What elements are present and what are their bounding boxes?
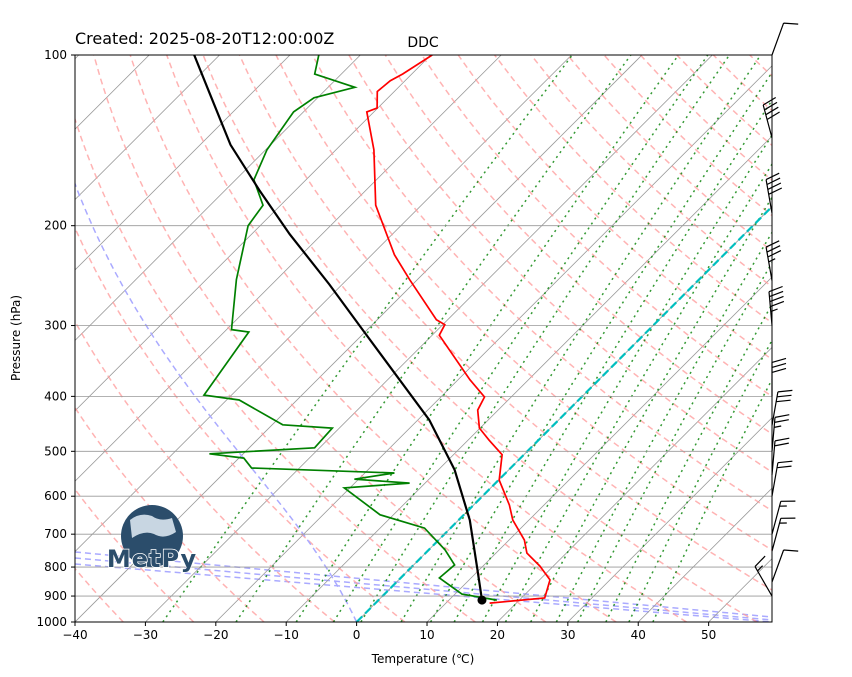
mixing-ratio-line <box>504 162 772 622</box>
dry-adiabat <box>238 55 772 591</box>
dry-adiabat <box>421 55 772 398</box>
dry-adiabat <box>75 320 335 622</box>
wind-barb <box>771 389 793 426</box>
barb-staff <box>771 437 790 475</box>
barb-staff <box>771 500 796 535</box>
x-tick-label: 50 <box>701 628 716 642</box>
isotherm <box>215 65 772 622</box>
dry-adiabat <box>75 567 124 622</box>
dry-adiabat <box>93 55 547 622</box>
profile-line <box>193 55 484 601</box>
y-tick-label: 300 <box>44 319 67 333</box>
profile-line <box>365 55 551 604</box>
wind-barb <box>771 414 790 452</box>
wind-barb <box>765 240 782 281</box>
mixing-ratio-line <box>481 133 772 622</box>
x-tick-label: −40 <box>62 628 87 642</box>
dry-adiabat <box>129 55 617 622</box>
mixing-ratio-line <box>295 55 680 622</box>
barb-staff <box>771 549 799 583</box>
y-tick-label: 100 <box>44 48 67 62</box>
wind-barb <box>771 437 790 475</box>
isotherm <box>75 55 432 412</box>
wind-barb <box>771 549 799 583</box>
y-tick-label: 900 <box>44 589 67 603</box>
barb-staff <box>771 460 793 497</box>
wind-barb <box>771 357 787 397</box>
y-tick-label: 1000 <box>36 615 67 629</box>
x-tick-label: 10 <box>419 628 434 642</box>
wind-barb <box>771 22 799 56</box>
x-tick-label: 40 <box>631 628 646 642</box>
y-tick-label: 600 <box>44 489 67 503</box>
dry-adiabat <box>75 406 265 622</box>
x-tick-label: 30 <box>560 628 575 642</box>
y-axis-label: Pressure (hPa) <box>9 295 23 381</box>
x-tick-label: −20 <box>203 628 228 642</box>
isotherm <box>75 55 291 271</box>
wind-barb <box>768 285 785 326</box>
wind-barb <box>771 460 793 497</box>
wind-barb <box>771 500 796 535</box>
barb-staff <box>754 555 773 597</box>
y-tick-label: 500 <box>44 444 67 458</box>
barb-staff <box>771 517 796 552</box>
y-tick-label: 400 <box>44 389 67 403</box>
mixing-ratio-line <box>162 55 573 622</box>
barb-staff <box>765 172 783 214</box>
isotherm <box>497 346 772 622</box>
mixing-ratio-line <box>453 98 772 622</box>
created-label: Created: 2025-08-20T12:00:00Z <box>75 29 334 48</box>
dry-adiabat <box>75 226 406 622</box>
isotherm <box>75 55 361 341</box>
x-tick-label: 0 <box>353 628 361 642</box>
logo-text: MetPy <box>107 545 197 573</box>
moist-adiabat <box>75 181 358 622</box>
x-tick-label: 20 <box>490 628 505 642</box>
dry-adiabat <box>75 116 476 622</box>
x-tick-label: −30 <box>133 628 158 642</box>
dry-adiabat <box>457 55 772 361</box>
wind-barb <box>762 96 780 139</box>
isotherm <box>567 417 772 622</box>
mixing-ratio-line <box>530 195 772 622</box>
profile-line <box>202 55 497 601</box>
zero-isotherm <box>355 205 772 622</box>
moist-adiabat <box>75 557 772 621</box>
wind-barb <box>754 555 773 597</box>
barb-staff <box>771 22 799 56</box>
parcel-point <box>477 595 487 605</box>
x-tick-label: −10 <box>274 628 299 642</box>
y-tick-label: 700 <box>44 527 67 541</box>
y-tick-label: 800 <box>44 560 67 574</box>
dry-adiabat <box>165 55 687 622</box>
logo: MetPy <box>106 505 197 574</box>
isotherm <box>426 276 772 622</box>
isotherm <box>637 487 772 622</box>
wind-barb <box>771 517 796 552</box>
dry-adiabat <box>311 55 772 512</box>
chart-title: DDC <box>407 35 439 51</box>
barb-staff <box>771 389 793 426</box>
barb-staff <box>765 240 782 281</box>
barb-staff <box>768 285 785 326</box>
wind-barb <box>765 172 783 214</box>
plot-frame <box>74 54 773 623</box>
barb-staff <box>771 414 790 452</box>
mixing-ratio-line <box>652 377 772 622</box>
moist-adiabat <box>75 563 772 622</box>
isotherm <box>75 55 502 482</box>
dry-adiabat <box>275 55 772 551</box>
dry-adiabat <box>530 55 772 288</box>
logo-land <box>130 514 176 538</box>
isotherm <box>285 135 772 622</box>
x-axis-label: Temperature (℃) <box>371 652 475 666</box>
barb-staff <box>771 357 787 397</box>
isotherm <box>75 55 220 201</box>
barb-staff <box>762 96 780 139</box>
dry-adiabat <box>494 55 772 324</box>
y-tick-label: 200 <box>44 219 67 233</box>
